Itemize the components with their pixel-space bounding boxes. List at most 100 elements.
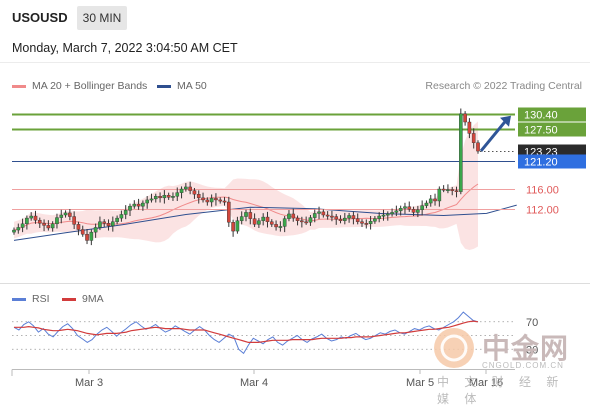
- candle: [476, 142, 480, 152]
- candle: [25, 217, 29, 225]
- candle: [80, 229, 85, 235]
- candle: [321, 211, 326, 216]
- x-tick-label: Mar 16: [469, 377, 503, 389]
- level-tag: [518, 122, 586, 137]
- candle: [351, 215, 356, 219]
- candle: [115, 217, 119, 222]
- level-tag-label: 127.50: [524, 125, 558, 137]
- support-level-label: 112.00: [526, 205, 559, 217]
- candle: [68, 212, 72, 217]
- candle: [55, 217, 59, 225]
- candle: [252, 218, 257, 225]
- level-tag-label: 121.20: [524, 157, 558, 169]
- candle: [196, 194, 201, 199]
- candle: [312, 213, 317, 218]
- candle: [403, 206, 407, 209]
- candle: [16, 227, 21, 231]
- legend-ma20-bollinger: MA 20 + Bollinger Bands: [12, 80, 147, 92]
- candle: [106, 223, 111, 227]
- candle: [98, 221, 102, 228]
- candle: [411, 209, 416, 213]
- legend-ma50-label: MA 50: [177, 80, 207, 92]
- candle: [287, 213, 291, 219]
- candle: [304, 221, 308, 224]
- candle: [373, 218, 377, 222]
- candle: [446, 189, 450, 191]
- candle: [37, 219, 42, 224]
- x-tick-label: Mar 5: [406, 377, 434, 389]
- candle: [416, 209, 420, 213]
- candle: [334, 216, 339, 220]
- legend-ma50: MA 50: [157, 80, 207, 92]
- legend-rsi: RSI: [12, 293, 50, 305]
- candle: [235, 220, 240, 232]
- candle: [317, 211, 321, 214]
- candle: [295, 217, 300, 221]
- candle: [261, 216, 265, 221]
- candle: [360, 221, 364, 224]
- candle: [227, 201, 231, 223]
- candle: [171, 196, 175, 198]
- candle: [132, 203, 137, 207]
- candle: [188, 186, 192, 191]
- candle: [330, 215, 334, 218]
- candle: [377, 215, 381, 219]
- candle: [175, 192, 180, 197]
- candle: [214, 198, 218, 201]
- candle: [459, 113, 463, 192]
- candle: [179, 188, 184, 193]
- candle: [265, 216, 270, 222]
- candle: [145, 199, 149, 204]
- candle: [136, 203, 141, 207]
- candle: [394, 210, 399, 213]
- rsi-tick-label: 30: [526, 344, 538, 356]
- ma20-line: [13, 183, 479, 231]
- candle: [231, 222, 235, 232]
- x-tick-label: Mar 3: [75, 377, 103, 389]
- candle: [123, 210, 128, 215]
- candle: [141, 202, 145, 207]
- candle: [85, 234, 89, 241]
- research-credit: Research © 2022 Trading Central: [425, 80, 582, 92]
- candle: [201, 197, 205, 201]
- rsi-tick-label: 70: [526, 317, 538, 329]
- candle: [398, 208, 403, 212]
- candle: [368, 221, 373, 225]
- legend-rsi-label: RSI: [32, 293, 50, 305]
- candle: [89, 231, 94, 241]
- x-tick-label: Mar 4: [240, 377, 268, 389]
- watermark-logo-text: 中金网: [482, 333, 570, 364]
- legend-ma20-swatch: [12, 84, 26, 88]
- candle: [441, 188, 446, 191]
- timeframe-button[interactable]: 30 MIN: [77, 6, 127, 30]
- candle: [46, 225, 51, 229]
- candle: [282, 218, 287, 227]
- candle: [343, 217, 347, 221]
- candle: [248, 212, 253, 219]
- candle: [59, 214, 64, 218]
- candle: [166, 195, 171, 198]
- candle: [111, 221, 115, 227]
- candle: [102, 221, 107, 224]
- forecast-arrow-head: [500, 115, 511, 127]
- candle: [428, 198, 433, 204]
- candle: [72, 216, 76, 225]
- candle: [355, 218, 360, 222]
- legend-9ma-label: 9MA: [82, 293, 104, 305]
- candle: [450, 189, 455, 191]
- candle: [364, 223, 369, 225]
- candle: [42, 223, 46, 226]
- candle: [93, 227, 98, 233]
- watermark-url: CNGOLD.COM.CN: [482, 361, 564, 370]
- candle: [420, 205, 424, 210]
- candle: [76, 224, 81, 230]
- legend-ma20-label: MA 20 + Bollinger Bands: [32, 80, 148, 92]
- candle: [205, 199, 210, 203]
- candle: [257, 220, 261, 225]
- level-tag: [518, 107, 586, 122]
- candle: [433, 198, 437, 202]
- ma50-line: [13, 204, 517, 241]
- candle: [407, 206, 412, 210]
